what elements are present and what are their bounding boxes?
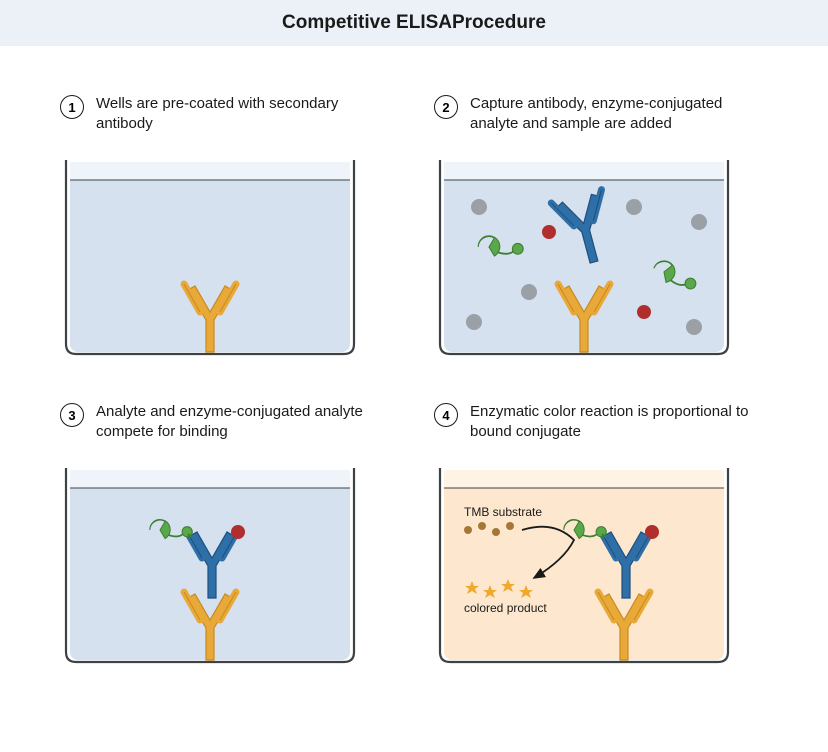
step-number-badge: 4 [434, 403, 458, 427]
panel-2: 2 Capture antibody, enzyme-conjugated an… [434, 94, 768, 362]
step-header-3: 3 Analyte and enzyme-conjugated analyte … [60, 402, 394, 446]
step-number-badge: 1 [60, 95, 84, 119]
well-svg-3 [60, 460, 360, 670]
step-header-2: 2 Capture antibody, enzyme-conjugated an… [434, 94, 768, 138]
panel-4: 4 Enzymatic color reaction is proportion… [434, 402, 768, 670]
sample-gray-icon [471, 199, 487, 215]
well-3 [60, 460, 360, 670]
step-number-badge: 2 [434, 95, 458, 119]
well-1 [60, 152, 360, 362]
step-text: Wells are pre-coated with secondary anti… [96, 94, 394, 135]
well-2 [434, 152, 734, 362]
well-svg-2 [434, 152, 734, 362]
step-text: Enzymatic color reaction is proportional… [470, 402, 768, 443]
step-header-4: 4 Enzymatic color reaction is proportion… [434, 402, 768, 446]
step-header-1: 1 Wells are pre-coated with secondary an… [60, 94, 394, 138]
step-text: Capture antibody, enzyme-conjugated anal… [470, 94, 768, 135]
panel-1: 1 Wells are pre-coated with secondary an… [60, 94, 394, 362]
page-title: Competitive ELISAProcedure [282, 12, 546, 33]
well-svg-1 [60, 152, 360, 362]
panel-3: 3 Analyte and enzyme-conjugated analyte … [60, 402, 394, 670]
step-number-badge: 3 [60, 403, 84, 427]
well-svg-4: TMB substrate colored product [434, 460, 734, 670]
title-bar: Competitive ELISAProcedure [0, 0, 828, 46]
panels-grid: 1 Wells are pre-coated with secondary an… [0, 46, 828, 710]
tmb-label: TMB substrate [464, 505, 542, 519]
step-text: Analyte and enzyme-conjugated analyte co… [96, 402, 394, 443]
product-label: colored product [464, 601, 547, 615]
analyte-red-icon [542, 225, 556, 239]
well-4: TMB substrate colored product [434, 460, 734, 670]
